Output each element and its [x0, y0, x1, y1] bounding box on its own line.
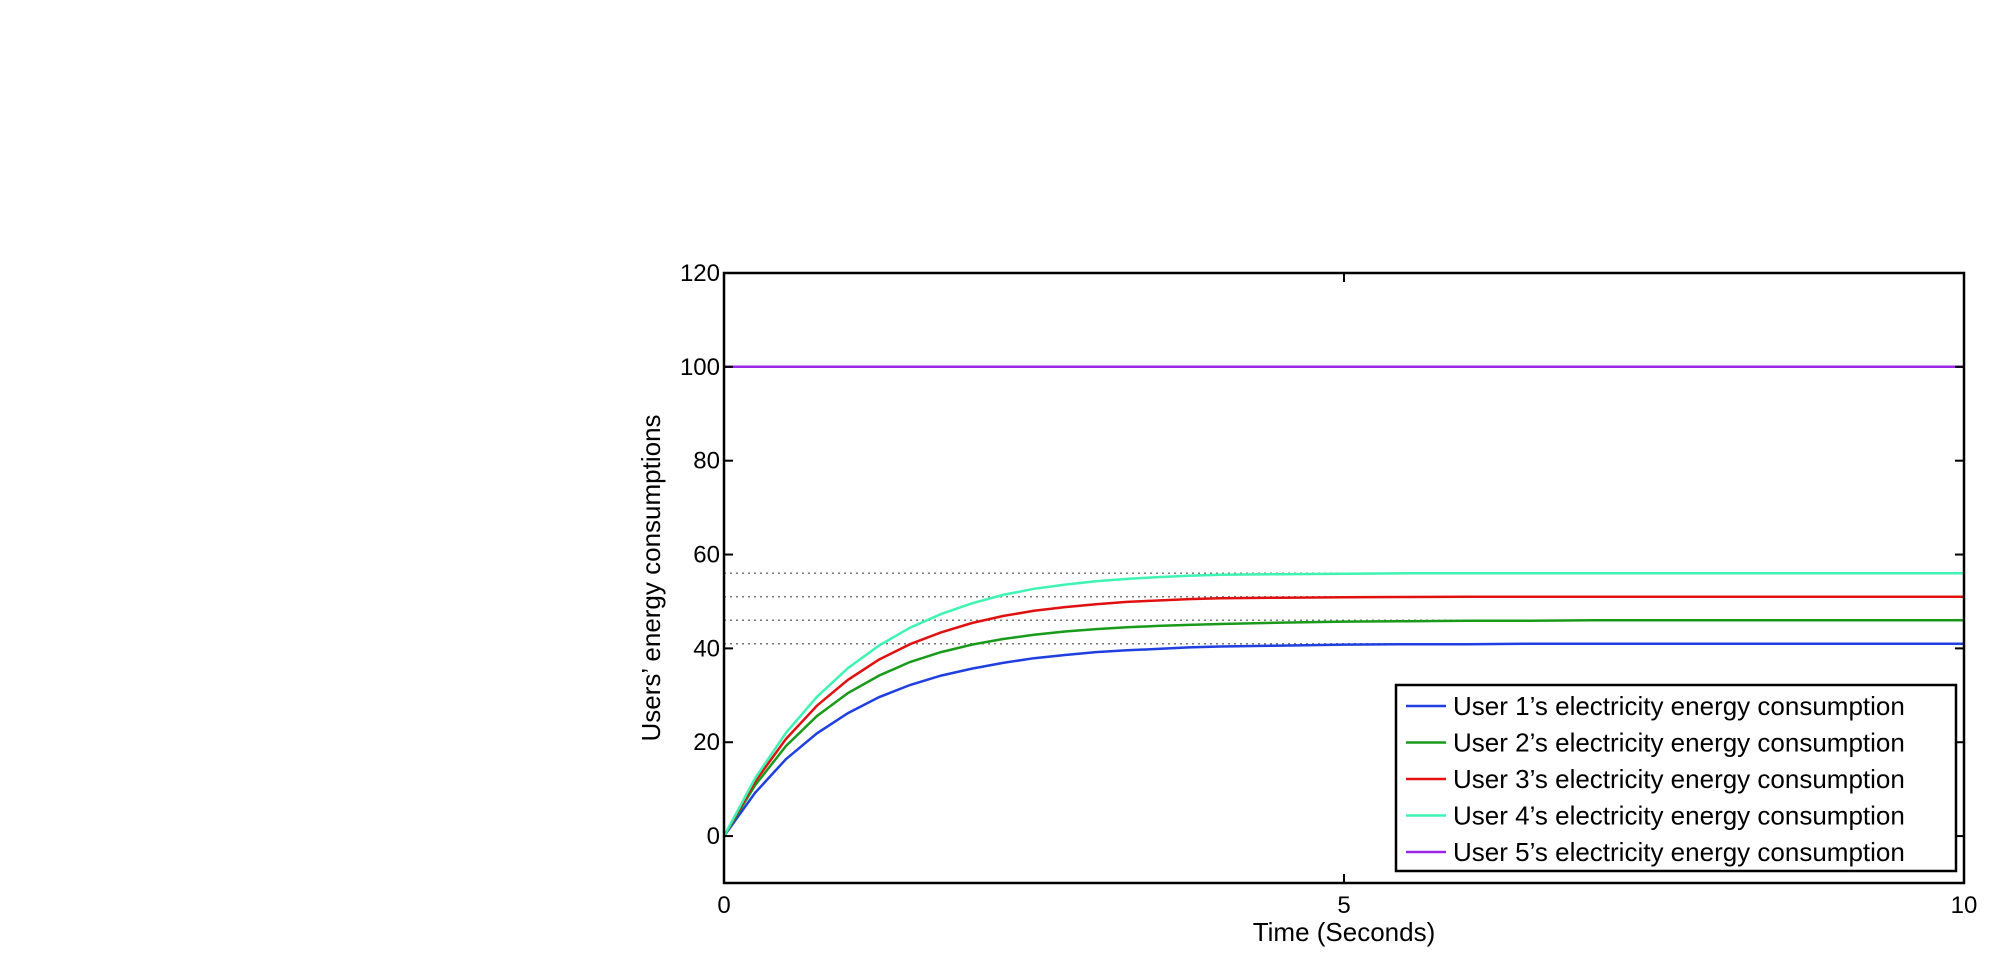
y-tick-label: 20	[693, 729, 720, 756]
plot-area	[722, 271, 1966, 885]
legend-label-user-4: User 4’s electricity energy consumption	[1453, 801, 1905, 831]
y-tick-label: 60	[693, 542, 720, 569]
legend-label-user-2: User 2’s electricity energy consumption	[1453, 728, 1905, 758]
x-tick-label: 10	[1951, 892, 1978, 919]
x-tick-label: 5	[1337, 892, 1350, 919]
x-tick-label: 0	[717, 892, 730, 919]
series-lines	[722, 365, 1964, 837]
legend-box	[1394, 683, 1958, 873]
legend-label-user-5: User 5’s electricity energy consumption	[1453, 837, 1905, 867]
series-line-user-4	[722, 572, 1964, 837]
series-line-user-1	[722, 642, 1964, 837]
y-tick-label: 120	[680, 260, 720, 287]
legend-label-user-3: User 3’s electricity energy consumption	[1453, 764, 1905, 794]
y-tick-label: 0	[707, 823, 720, 850]
y-tick-label: 40	[693, 635, 720, 662]
x-axis-label: Time (Seconds)	[1253, 917, 1436, 947]
series-line-user-3	[722, 595, 1964, 837]
legend-label-user-1: User 1’s electricity energy consumption	[1453, 691, 1905, 721]
y-tick-label: 100	[680, 354, 720, 381]
legend: User 1’s electricity energy consumption U…	[1394, 683, 1958, 873]
y-tick-label: 80	[693, 448, 720, 475]
series-line-user-2	[722, 618, 1964, 837]
y-axis-label: Users’ energy consumptions	[636, 414, 666, 741]
